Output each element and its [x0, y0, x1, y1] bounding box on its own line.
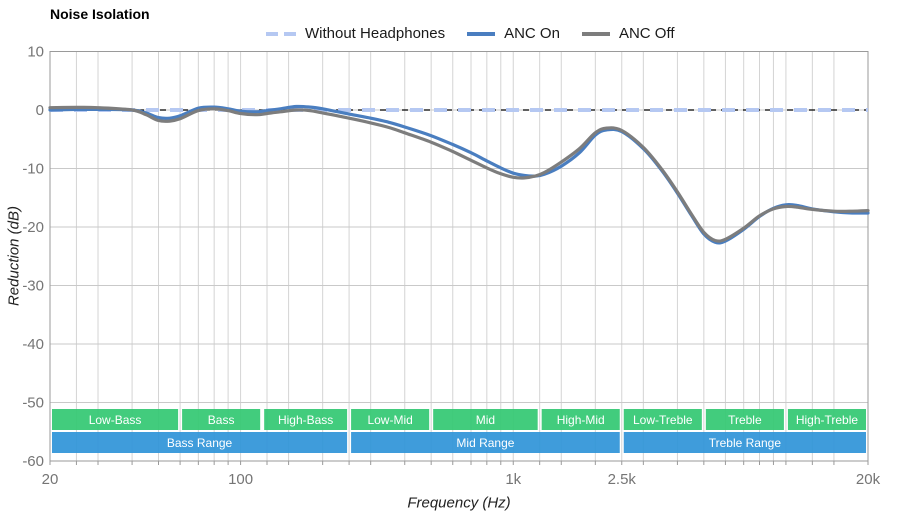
plot-border [49, 51, 869, 462]
anc-on-curve [48, 104, 870, 245]
anc-off-line-swatch-icon [581, 31, 610, 36]
band-treble-label: Treble [728, 413, 762, 427]
band-high-treble [787, 409, 866, 430]
without-headphones-dashed-swatch-icon [266, 31, 296, 36]
legend-label: Without Headphones [305, 25, 446, 42]
legend-item-anc-off[interactable]: ANC Off [581, 25, 675, 42]
band-high-mid-label: High-Mid [557, 413, 605, 427]
y-tick-label: -30 [22, 278, 44, 295]
chart-title: Noise Isolation [50, 6, 150, 22]
x-tick-label: 20k [856, 471, 881, 488]
x-tick-label: 100 [228, 471, 253, 488]
y-tick-label: -20 [22, 219, 44, 236]
y-tick-label: -50 [22, 395, 44, 412]
x-tick-label: 1k [505, 471, 521, 488]
band-high-treble-label: High-Treble [796, 413, 859, 427]
y-tick-label: 0 [36, 102, 44, 119]
x-tick-label: 20 [42, 471, 59, 488]
band-low-treble [623, 409, 702, 430]
band-mid [433, 409, 538, 430]
y-tick-label: -60 [22, 453, 44, 470]
band-mid-range [351, 432, 620, 453]
y-tick-label: -40 [22, 336, 44, 353]
band-low-treble-label: Low-Treble [633, 413, 693, 427]
x-axis-title: Frequency (Hz) [407, 494, 511, 512]
legend-item-without-headphones[interactable]: Without Headphones [266, 25, 445, 42]
anc-off-curve [48, 105, 870, 243]
band-treble-range [623, 432, 866, 453]
y-tick-label: -10 [22, 161, 44, 178]
band-low-mid [351, 409, 430, 430]
band-treble [705, 409, 784, 430]
band-low-bass-label: Low-Bass [89, 413, 142, 427]
band-bass-label: Bass [208, 413, 235, 427]
legend: Without Headphones ANC On ANC Off [266, 25, 675, 42]
band-bass-range [52, 432, 348, 453]
y-axis-title: Reduction (dB) [5, 205, 23, 307]
band-low-mid-label: Low-Mid [367, 413, 412, 427]
legend-label: ANC Off [618, 25, 675, 42]
band-high-bass [264, 409, 348, 430]
anc-on-line-swatch-icon [467, 31, 496, 36]
x-tick-label: 2.5k [608, 471, 637, 488]
legend-label: ANC On [504, 25, 560, 42]
band-high-mid [541, 409, 620, 430]
band-mid-range-label: Mid Range [456, 436, 514, 450]
band-bass [182, 409, 261, 430]
band-mid-label: Mid [476, 413, 495, 427]
band-high-bass-label: High-Bass [278, 413, 333, 427]
y-tick-label: 10 [27, 44, 44, 61]
band-treble-range-label: Treble Range [709, 436, 782, 450]
band-low-bass [52, 409, 179, 430]
band-bass-range-label: Bass Range [167, 436, 233, 450]
legend-item-anc-on[interactable]: ANC On [467, 25, 560, 42]
